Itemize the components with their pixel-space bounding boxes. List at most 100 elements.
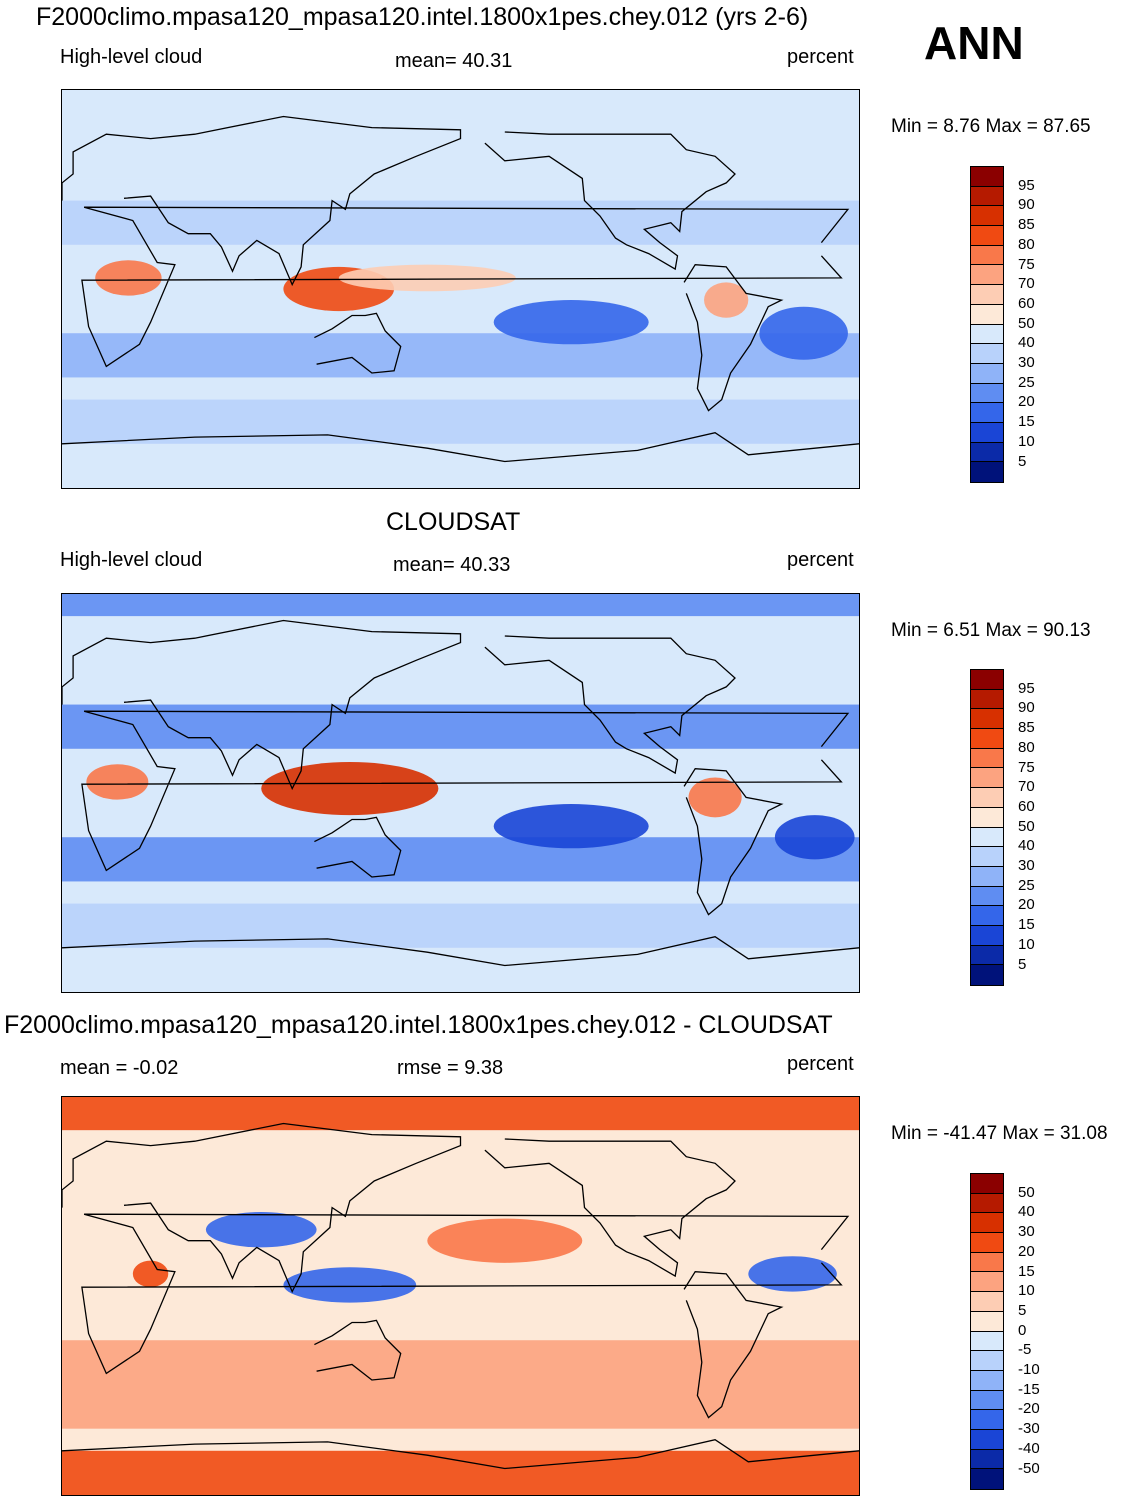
map-band	[62, 594, 859, 617]
coastline	[314, 816, 402, 878]
colorbar-tick-label: 10	[1018, 935, 1035, 953]
map-blob	[704, 282, 749, 318]
coastline	[62, 1439, 859, 1470]
colorbar-tick-label: 20	[1018, 393, 1035, 411]
colorbar-swatch	[971, 403, 1003, 423]
map-band	[62, 837, 859, 882]
colorbar-tick-label: 30	[1018, 857, 1035, 874]
colorbar-tick-label: -15	[1018, 1380, 1040, 1398]
colorbar-tick-label: 90	[1018, 699, 1035, 717]
colorbar-swatch	[971, 1174, 1003, 1194]
colorbar-tick-label: 25	[1018, 373, 1035, 391]
colorbar-swatch	[971, 1233, 1003, 1253]
colorbar-swatch	[971, 442, 1003, 463]
colorbar-swatch	[971, 1429, 1003, 1450]
colorbar-tick-label: 10	[1018, 1282, 1035, 1300]
map-band	[62, 1340, 859, 1429]
map-blob	[338, 264, 516, 292]
colorbar-tick-label: 5	[1018, 1301, 1027, 1319]
coastline	[62, 936, 859, 967]
coastline	[314, 1319, 402, 1381]
panel-2-map	[61, 593, 860, 993]
panel-2-colorbar	[970, 669, 1004, 987]
colorbar-tick-label: 95	[1018, 176, 1035, 194]
colorbar-tick-label: 15	[1018, 1262, 1035, 1280]
map-blob	[493, 804, 649, 849]
colorbar-swatch	[971, 304, 1003, 325]
colorbar-swatch	[971, 1331, 1003, 1352]
colorbar-tick-label: 40	[1018, 334, 1035, 352]
colorbar-swatch	[971, 670, 1003, 690]
coastline	[81, 710, 850, 872]
panel-2-mean: mean= 40.33	[393, 554, 511, 576]
colorbar-swatch	[971, 866, 1003, 887]
map-band	[62, 903, 859, 948]
colorbar-swatch	[971, 422, 1003, 443]
coastline	[683, 768, 784, 916]
colorbar-swatch	[971, 344, 1003, 364]
map-blob	[95, 260, 162, 296]
panel-3-title: F2000climo.mpasa120_mpasa120.intel.1800x…	[4, 1011, 833, 1039]
colorbar-tick-label: 30	[1018, 1223, 1035, 1241]
colorbar-swatch	[971, 945, 1003, 966]
colorbar-swatch	[971, 1272, 1003, 1293]
colorbar-tick-label: 70	[1018, 778, 1035, 796]
colorbar-swatch	[971, 1193, 1003, 1214]
colorbar-tick-label: 60	[1018, 797, 1035, 815]
colorbar-swatch	[971, 324, 1003, 345]
colorbar-swatch	[971, 729, 1003, 749]
panel-2-units: percent	[787, 549, 854, 571]
colorbar-swatch	[971, 383, 1003, 404]
colorbar-tick-label: 85	[1018, 719, 1035, 737]
colorbar-swatch	[971, 206, 1003, 227]
map-blob	[283, 1267, 417, 1303]
colorbar-swatch	[971, 1469, 1003, 1489]
colorbar-tick-label: 85	[1018, 216, 1035, 234]
panel-1-map	[61, 89, 860, 489]
map-blob	[774, 815, 855, 860]
panel-2-map-svg	[62, 594, 859, 992]
coastline	[62, 619, 462, 791]
colorbar-tick-label: 50	[1018, 817, 1035, 835]
map-background	[62, 1097, 859, 1495]
colorbar-swatch	[971, 1292, 1003, 1312]
coastline	[62, 115, 462, 287]
map-band	[62, 1097, 859, 1131]
map-blob	[261, 762, 439, 816]
colorbar-swatch	[971, 847, 1003, 867]
colorbar-tick-label: 40	[1018, 837, 1035, 855]
coastline	[62, 1122, 462, 1294]
season-label: ANN	[924, 17, 1024, 69]
colorbar-tick-label: -40	[1018, 1439, 1040, 1457]
colorbar-tick-label: -5	[1018, 1341, 1032, 1359]
panel-1-minmax: Min = 8.76 Max = 87.65	[891, 116, 1091, 137]
colorbar-tick-label: 15	[1018, 916, 1035, 934]
colorbar-tick-label: 20	[1018, 1242, 1035, 1260]
colorbar-swatch	[971, 1252, 1003, 1273]
colorbar-swatch	[971, 285, 1003, 305]
colorbar-swatch	[971, 186, 1003, 207]
colorbar-tick-label: -20	[1018, 1400, 1040, 1418]
colorbar-tick-label: 75	[1018, 758, 1035, 776]
colorbar-swatch	[971, 1311, 1003, 1332]
panel-1-left-label: High-level cloud	[60, 46, 203, 68]
coastline	[81, 206, 850, 368]
colorbar-tick-label: 30	[1018, 354, 1035, 371]
panel-3-rmse: rmse = 9.38	[397, 1057, 504, 1079]
colorbar-tick-label: -10	[1018, 1361, 1040, 1378]
map-blob	[493, 300, 649, 345]
coastline	[683, 1271, 784, 1419]
map-blob	[86, 764, 149, 800]
colorbar-swatch	[971, 689, 1003, 710]
colorbar-tick-label: 75	[1018, 255, 1035, 273]
colorbar-tick-label: 50	[1018, 314, 1035, 332]
colorbar-tick-label: -50	[1018, 1459, 1040, 1477]
colorbar-swatch	[971, 768, 1003, 789]
colorbar-tick-label: 5	[1018, 452, 1027, 470]
map-blob	[748, 1256, 837, 1292]
coastline	[62, 432, 859, 463]
colorbar-tick-label: 40	[1018, 1203, 1035, 1221]
panel-1-title: F2000climo.mpasa120_mpasa120.intel.1800x…	[36, 3, 809, 31]
colorbar-tick-label: 5	[1018, 955, 1027, 973]
colorbar-tick-label: 0	[1018, 1321, 1027, 1339]
